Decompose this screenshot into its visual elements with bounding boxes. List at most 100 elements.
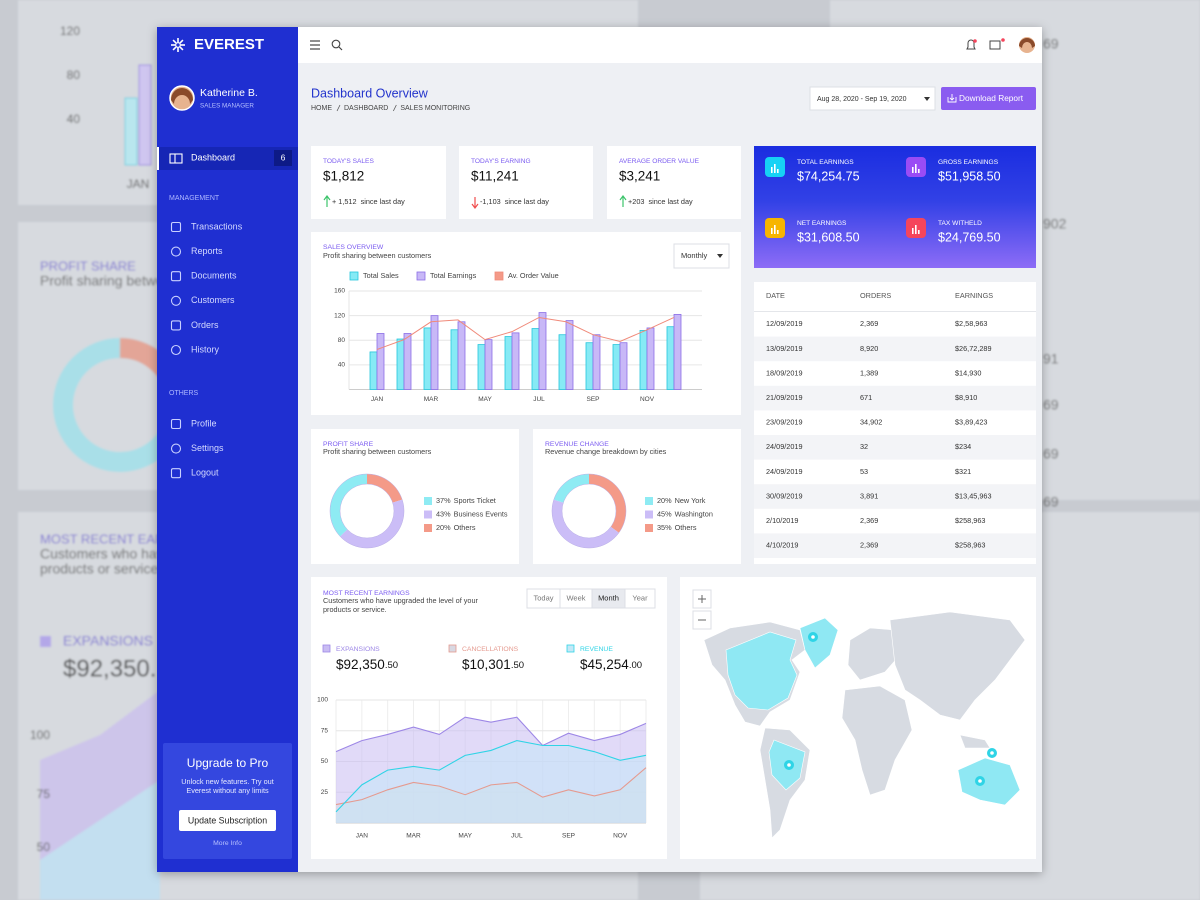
search-button[interactable] [331,39,343,51]
backdrop-text: 80 [67,68,81,82]
backdrop-text: 100 [30,728,50,742]
bar [423,327,432,390]
backdrop-square [40,636,51,647]
table-cell: $258,963 [955,516,985,525]
stat-cents: .50 [385,660,398,671]
summary-icon-bar [771,228,773,234]
breadcrumb-separator [336,104,341,112]
x-tick-label: MAR [406,833,421,840]
row-bg [754,484,1036,509]
tab-bg [624,588,656,609]
kpi-label: TODAY'S SALES [323,158,374,165]
menu-button[interactable] [310,40,320,50]
nav-item[interactable]: History [170,344,220,356]
summary-icon-bar [777,169,779,173]
bar [592,334,601,390]
legend-swatch [645,497,653,505]
logo-dot [175,42,181,48]
logo-icon [171,38,185,52]
top-bar-bg [298,27,1042,63]
legend-name: Business Events [454,509,508,518]
trend-arrow-head [471,203,479,209]
backdrop-text: products or service. [40,561,162,577]
kpi-card: TODAY'S SALES $1,812 + 1,512 since last day [311,146,446,219]
zoom-out-button[interactable] [692,610,712,630]
tab[interactable]: Week [559,588,593,609]
map-region [957,757,1021,806]
x-tick-label: MAR [424,396,439,403]
table-cell: 24/09/2019 [766,467,803,476]
table-cell: 18/09/2019 [766,368,803,377]
donut-outline [561,483,617,539]
zoom-in-button[interactable] [692,589,712,609]
notifications-button[interactable] [966,39,977,50]
summary-icon-bar [915,225,917,234]
legend-label: 35% Others [657,523,697,532]
breadcrumb-separator [392,104,397,112]
backdrop-text: $92,350. [63,655,156,682]
table-cell: 4/10/2019 [766,541,798,550]
donut-segment [366,474,403,503]
kpi-card: TODAY'S EARNING $11,241 -1,103 since last d… [459,146,593,219]
backdrop-text: 50 [37,840,51,854]
nav-item[interactable]: Reports [170,246,224,257]
table-cell: 2,369 [860,319,878,328]
stat-total: $45,254 [580,657,629,672]
upgrade-button[interactable]: Update Subscription [179,810,276,831]
backdrop-text: JAN [127,177,150,191]
map-region [841,685,913,796]
map-marker-center [811,635,815,639]
world-map-card [680,577,1036,859]
nav-item[interactable]: Logout [170,468,220,479]
nav-icon [170,246,182,257]
picker-bg [809,86,936,111]
more-info-link[interactable]: More Info [213,840,242,847]
trend-arrow-head [619,195,627,201]
nav-item[interactable]: Customers [170,295,236,306]
backdrop-text: PROFIT SHARE [40,258,136,273]
messages-button[interactable] [989,38,1005,50]
bar [450,329,459,390]
legend-swatch [349,271,359,281]
nav-item[interactable]: Transactions [170,221,243,233]
tab-label: Week [566,593,585,602]
legend-swatch [424,510,432,519]
summary-card: TOTAL EARNINGS $74,254.75 GROSS EARNINGS $5… [754,146,1036,268]
nav-item[interactable]: Profile [170,418,217,430]
breadcrumb-item[interactable]: DASHBOARD [344,105,388,112]
chat-icon [989,40,1001,50]
tab[interactable]: Year [624,588,656,609]
x-tick-label: MAY [458,833,472,840]
chart-control[interactable]: Monthly [673,243,730,269]
legend-label: REVENUE [580,646,613,653]
nav-item-active[interactable]: Dashboard 6 [157,147,298,170]
bar [511,332,520,390]
date-range-picker[interactable]: Aug 28, 2020 - Sep 19, 2020 [809,86,936,111]
kpi-label: TODAY'S EARNING [471,158,531,165]
backdrop-bar [138,64,152,166]
summary-value: $24,769.50 [938,230,1001,244]
nav-item[interactable]: Orders [170,320,220,331]
donut-segment [553,474,590,503]
legend-label: Total Earnings [430,271,477,280]
table-cell: $13,45,963 [955,491,992,500]
backdrop-text: 91 [1043,351,1059,367]
tab[interactable]: Month [591,588,626,609]
table-cell: 12/09/2019 [766,319,803,328]
bar [538,312,547,390]
nav-item[interactable]: Documents [170,271,238,282]
table-cell: $258,963 [955,541,985,550]
tab[interactable]: Today [526,588,561,609]
download-button[interactable]: Download Report [941,87,1036,110]
change-value: -1,103 [480,197,501,206]
backdrop-text: 69 [1043,397,1059,413]
legend-label: 43% Business Events [436,509,508,518]
nav-label: Dashboard [191,152,235,162]
button-bg [179,810,276,831]
map-region [799,617,839,669]
search-icon [338,46,343,51]
nav-item[interactable]: Settings [170,443,225,454]
change-value: +203 [628,197,644,206]
bar [565,320,574,390]
breadcrumb-item[interactable]: HOME [311,105,332,112]
